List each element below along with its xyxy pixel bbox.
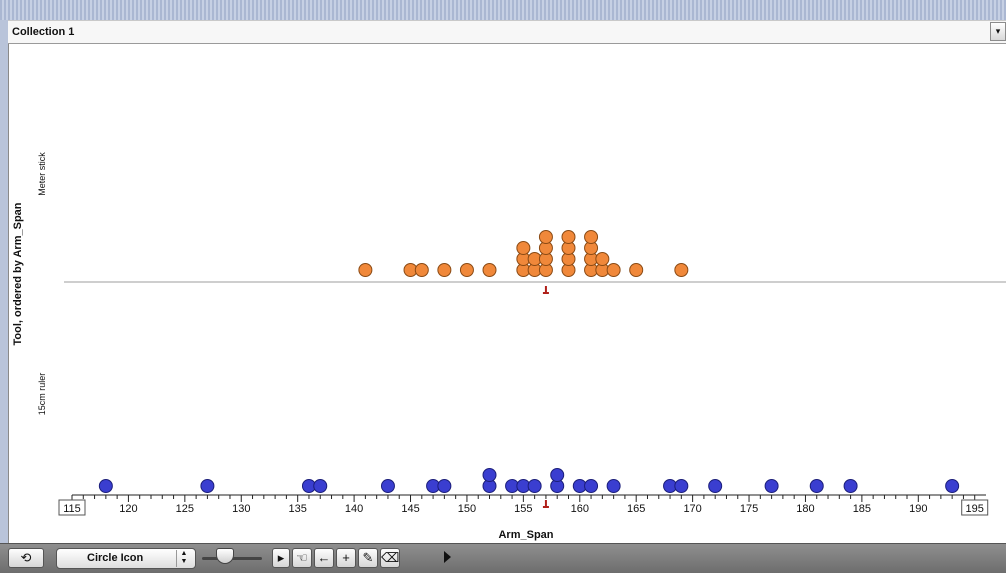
x-tick-label: 140 (345, 503, 363, 515)
x-tick-label: 155 (514, 503, 532, 515)
x-tick-label: 180 (796, 503, 814, 515)
meter-stick-data-point[interactable] (595, 252, 610, 266)
meter-stick-data-point[interactable] (561, 230, 576, 244)
eraser-icon[interactable]: ⌫ (380, 548, 400, 568)
ruler-data-point[interactable] (437, 479, 452, 493)
display-type-select[interactable]: Circle Icon ▲ ▼ (56, 548, 196, 569)
chevron-down-icon[interactable]: ▾ (990, 22, 1006, 41)
meter-stick-data-point[interactable] (459, 263, 474, 277)
meter-stick-data-point[interactable] (629, 263, 644, 277)
ruler-data-point[interactable] (527, 479, 542, 493)
x-tick-label: 175 (740, 503, 758, 515)
ruler-data-point[interactable] (380, 479, 395, 493)
bottom-toolbar: ⟲ Circle Icon ▲ ▼ ▸ ☜ ← + ✎ ⌫ (0, 543, 1006, 573)
x-tick-label: 190 (909, 503, 927, 515)
ruler-data-point[interactable] (764, 479, 779, 493)
meter-stick-data-point[interactable] (516, 241, 531, 255)
meter-stick-data-point[interactable] (437, 263, 452, 277)
pencil-icon[interactable]: ✎ (358, 548, 378, 568)
x-tick-label: 150 (458, 503, 476, 515)
ruler-data-point[interactable] (98, 479, 113, 493)
x-tick-label: 130 (232, 503, 250, 515)
ruler-data-point[interactable] (843, 479, 858, 493)
x-tick-label: 195 (966, 503, 984, 515)
ruler-data-point[interactable] (945, 479, 960, 493)
x-tick-label: 125 (176, 503, 194, 515)
ruler-data-point[interactable] (584, 479, 599, 493)
category-label-15cm-ruler: 15cm ruler (37, 373, 47, 416)
meter-stick-data-point[interactable] (584, 230, 599, 244)
ruler-data-point[interactable] (809, 479, 824, 493)
meter-stick-data-point[interactable] (358, 263, 373, 277)
category-label-meter-stick: Meter stick (37, 152, 47, 196)
collection-header: Collection 1 ▾ (8, 20, 1006, 44)
hand-icon[interactable]: ☜ (292, 548, 312, 568)
select-arrows-icon: ▲ ▼ (176, 550, 191, 567)
x-tick-label: 120 (119, 503, 137, 515)
crosshair-icon[interactable]: + (336, 548, 356, 568)
left-frame (0, 20, 8, 543)
meter-stick-data-point[interactable] (538, 230, 553, 244)
x-tick-label: 135 (288, 503, 306, 515)
meter-stick-data-point[interactable] (606, 263, 621, 277)
ruler-data-point[interactable] (200, 479, 215, 493)
window-title-stripe (0, 0, 1006, 20)
x-range-box[interactable] (58, 499, 86, 516)
x-tick-label: 145 (401, 503, 419, 515)
x-tick-label: 185 (853, 503, 871, 515)
more-tools-icon[interactable] (444, 551, 451, 563)
size-slider-thumb[interactable] (216, 548, 234, 564)
meter-stick-data-point[interactable] (414, 263, 429, 277)
display-type-value: Circle Icon (87, 552, 144, 564)
dot-plot[interactable]: 115 120 125 130 135 140 145 150 155 160 165 170 175 1… (9, 44, 1006, 543)
ruler-data-point[interactable] (313, 479, 328, 493)
y-axis-label: Tool, ordered by Arm_Span (12, 202, 24, 345)
left-arrow-icon[interactable]: ← (314, 548, 334, 568)
x-tick-label: 170 (683, 503, 701, 515)
meter-stick-data-point[interactable] (674, 263, 689, 277)
x-tick-label: 160 (571, 503, 589, 515)
refresh-icon[interactable]: ⟲ (8, 548, 44, 568)
ruler-data-point[interactable] (482, 468, 497, 482)
median-marker (542, 286, 549, 294)
pointer-icon[interactable]: ▸ (272, 548, 290, 568)
meter-stick-data-point[interactable] (482, 263, 497, 277)
x-tick-label: 165 (627, 503, 645, 515)
collection-title: Collection 1 (12, 26, 75, 38)
plot-area[interactable]: 115 120 125 130 135 140 145 150 155 160 165 170 175 1… (8, 44, 1006, 543)
ruler-data-point[interactable] (708, 479, 723, 493)
ruler-data-point[interactable] (606, 479, 621, 493)
ruler-data-point[interactable] (550, 468, 565, 482)
median-marker (542, 500, 549, 508)
ruler-data-point[interactable] (674, 479, 689, 493)
x-axis-label: Arm_Span (498, 529, 553, 541)
x-tick-label: 115 (63, 503, 81, 515)
x-range-box[interactable] (961, 499, 989, 516)
